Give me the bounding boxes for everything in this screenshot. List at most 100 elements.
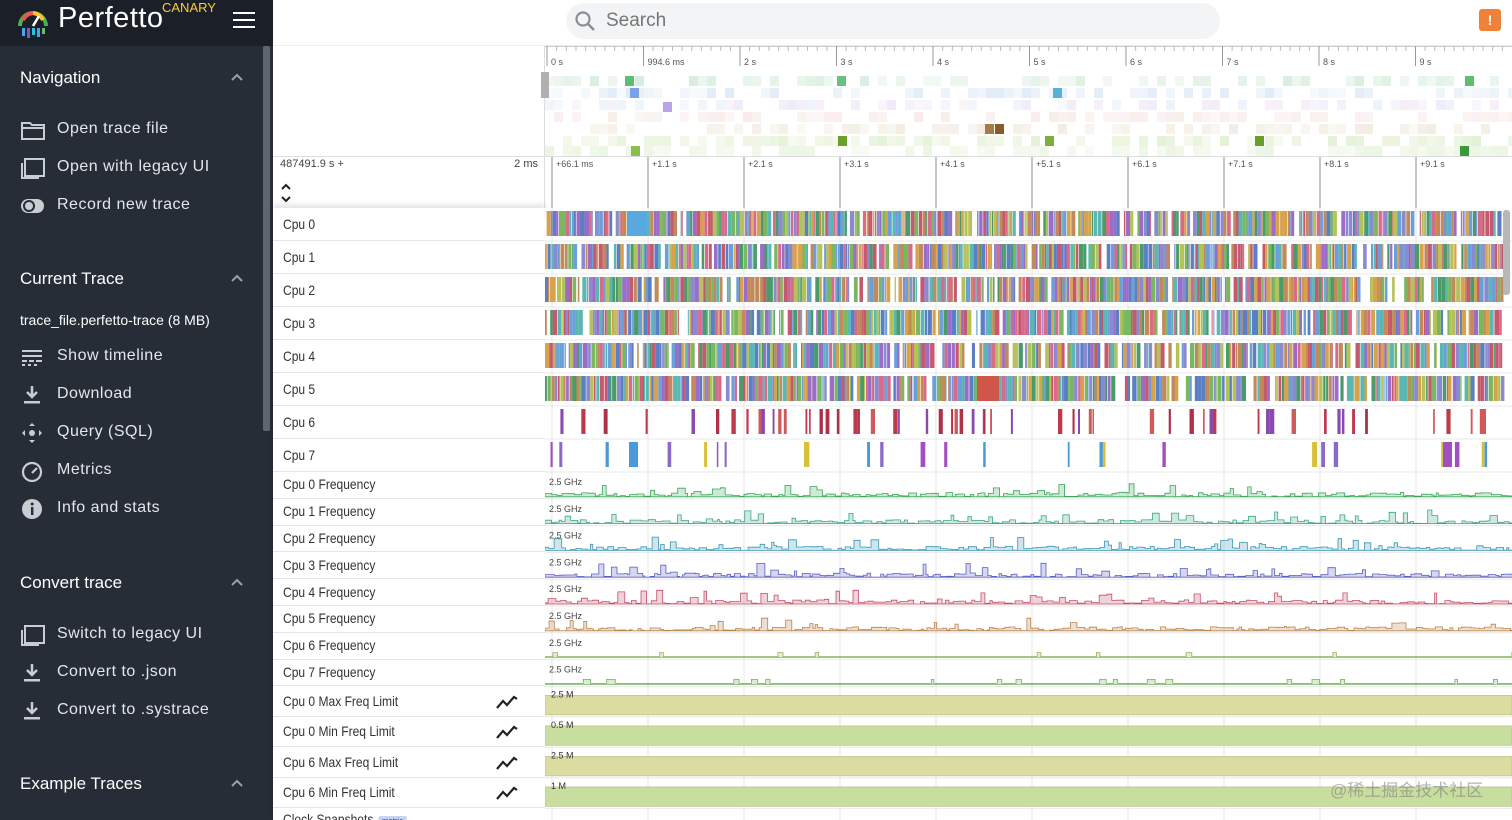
sidebar-item-info-stats[interactable]: Info and stats [0,491,263,527]
sidebar-item-convert-systrace[interactable]: Convert to .systrace [0,693,263,729]
sidebar-item-download[interactable]: Download [0,377,263,413]
overview-cell [608,88,617,98]
cpu-slice [937,277,941,302]
track-row[interactable]: Cpu 1 [273,241,545,274]
sidebar-item-open-trace[interactable]: Open trace file [0,112,263,148]
overview-cell [788,100,797,110]
cpu-slice [960,310,964,335]
sidebar-item-show-timeline[interactable]: Show timeline [0,339,263,375]
cpu-slice [776,343,781,368]
cpu-slice [546,211,551,236]
sidebar-item-switch-legacy[interactable]: Switch to legacy UI [0,617,263,653]
overview-cell [1013,100,1022,110]
cpu-slice [1328,277,1331,302]
time-axis-tick-label: +7.1 s [1228,159,1253,169]
cpu-slice [1434,343,1436,368]
cpu-slice [622,277,627,302]
cpu-slice [987,310,993,335]
cpu-slice [736,277,739,302]
cpu-slice [1189,409,1194,434]
overview-cell [1301,100,1310,110]
track-row[interactable]: Cpu 5 Frequency [273,606,545,633]
cpu-slice [1276,376,1278,401]
track-row[interactable]: Cpu 6 Frequency [273,632,545,660]
track-row[interactable]: Cpu 0 Frequency [273,472,545,499]
track-row[interactable]: Cpu 4 Frequency [273,579,545,606]
track-row[interactable]: Cpu 2 [273,274,545,307]
cpu-slice [1235,211,1239,236]
track-scrollbar[interactable] [1503,210,1510,295]
track-row[interactable]: Cpu 4 [273,340,545,373]
cpu-slice [649,343,652,368]
track-row[interactable]: Cpu 2 Frequency [273,525,545,553]
cpu-slice [824,310,828,335]
cpu-slice [855,343,858,368]
overview-cell [851,100,860,110]
line-chart-icon[interactable] [495,754,519,772]
overview-cell [1454,146,1463,156]
section-navigation[interactable]: Navigation [0,58,263,98]
track-row[interactable]: Clock Snapshotsmetric [273,808,545,820]
cpu-slice [1438,244,1443,269]
expand-collapse-icon[interactable] [279,182,293,204]
line-chart-icon[interactable] [495,784,519,802]
cpu-slice [829,376,835,401]
cpu-slice [1435,211,1441,236]
cpu-slice [1201,343,1206,368]
cpu-slice [674,277,679,302]
track-row[interactable]: Cpu 6 [273,406,545,439]
track-row[interactable]: Cpu 0 Min Freq Limit [273,716,545,748]
time-axis[interactable]: +66.1 ms +1.1 s +2.1 s +3.1 s +4.1 s +5.1 s +6… [545,156,1512,208]
track-row[interactable]: Cpu 3 Frequency [273,552,545,580]
cpu-slice [1386,376,1388,401]
sidebar-item-record-trace[interactable]: Record new trace [0,188,263,224]
cpu-slice [690,211,693,236]
sidebar-item-convert-json[interactable]: Convert to .json [0,655,263,691]
cpu-slice [1495,310,1500,335]
overview-cell [1013,146,1022,156]
search-box[interactable] [566,3,1220,39]
overview-cell [815,100,824,110]
overview-cell [635,76,644,86]
sidebar-scrollbar[interactable] [263,46,270,431]
cpu-slice [1326,211,1331,236]
overview-drag-handle[interactable] [541,72,549,98]
sidebar-item-metrics[interactable]: Metrics [0,453,263,489]
track-row[interactable]: Cpu 3 [273,307,545,340]
cpu-slice [629,343,633,368]
overview-cell [725,136,734,146]
cpu-slice [591,343,595,368]
cpu-slice [551,244,554,269]
track-row[interactable]: Cpu 0 [273,208,545,241]
cpu-slice [839,310,844,335]
cpu-slice [1333,442,1339,467]
cpu-slice [1078,244,1084,269]
overview-cell [1355,124,1364,134]
track-row[interactable]: Cpu 6 Max Freq Limit [273,747,545,778]
track-row[interactable]: Cpu 7 Frequency [273,659,545,687]
sidebar-item-query-sql[interactable]: Query (SQL) [0,415,263,451]
cpu-slice [1027,343,1032,368]
cpu-slice [1205,343,1208,368]
section-convert-trace[interactable]: Convert trace [0,563,263,603]
overview-cell [1040,146,1049,156]
overview-cell [563,146,572,156]
track-row[interactable]: Cpu 5 [273,373,545,406]
perfetto-logo-icon[interactable] [16,4,50,38]
cpu-slice [1401,211,1406,236]
line-chart-icon[interactable] [495,693,519,711]
track-row[interactable]: Cpu 6 Min Freq Limit [273,777,545,809]
overview-cell [1256,124,1265,134]
cpu-slice [825,244,827,269]
section-current-trace[interactable]: Current Trace [0,259,263,299]
track-row[interactable]: Cpu 7 [273,439,545,472]
sidebar-item-open-legacy[interactable]: Open with legacy UI [0,150,263,186]
section-example-traces[interactable]: Example Traces [0,764,263,804]
alert-icon[interactable]: ! [1479,9,1501,31]
menu-icon[interactable] [233,12,255,30]
track-row[interactable]: Cpu 0 Max Freq Limit [273,686,545,717]
line-chart-icon[interactable] [495,723,519,741]
track-row[interactable]: Cpu 1 Frequency [273,498,545,526]
search-input[interactable] [606,7,1206,35]
